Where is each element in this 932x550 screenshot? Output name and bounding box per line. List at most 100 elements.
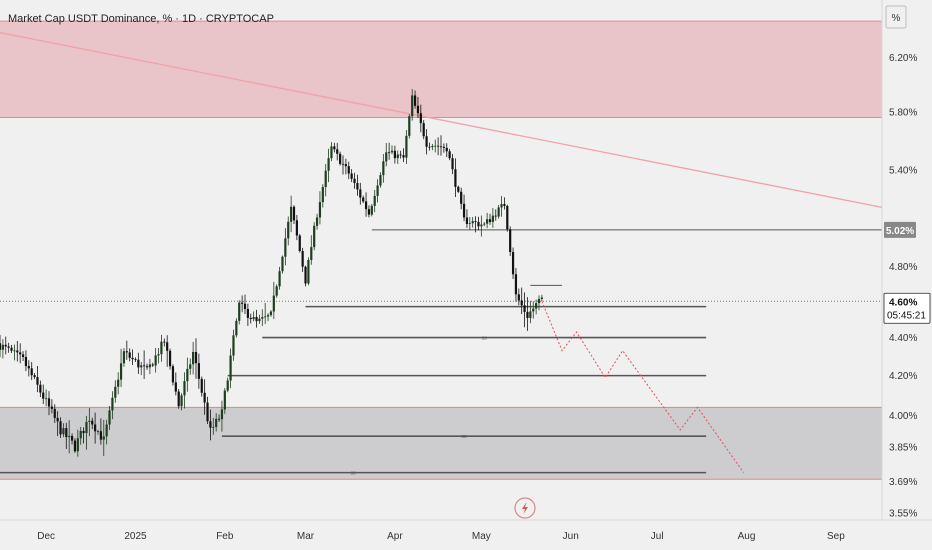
candle-down — [474, 221, 477, 222]
candle-up — [390, 150, 394, 153]
candle-down — [94, 424, 97, 432]
unit-label: % — [892, 13, 901, 24]
candle-up — [252, 316, 255, 320]
y-tick-label: 4.80% — [889, 262, 917, 273]
candle-up — [212, 426, 215, 428]
candle-up — [491, 215, 494, 222]
resistance-zone — [0, 21, 882, 118]
candle-down — [292, 206, 296, 221]
price-badge — [883, 292, 931, 324]
candle-down — [42, 392, 45, 399]
candle-up — [180, 395, 183, 407]
candle-down — [494, 215, 497, 217]
candle-down — [131, 357, 134, 360]
y-tick-label: 5.80% — [889, 107, 917, 118]
candle-down — [356, 183, 359, 190]
candle-down — [177, 391, 180, 407]
candle-up — [264, 316, 267, 318]
candle-down — [333, 146, 336, 150]
projection-path — [541, 301, 745, 473]
candle-up — [468, 223, 471, 225]
candle-down — [304, 266, 307, 284]
candle-up — [96, 431, 100, 433]
level-badge — [884, 221, 916, 238]
candle-up — [431, 145, 434, 148]
candle-up — [313, 225, 316, 248]
candle-up — [119, 363, 123, 380]
candle-down — [465, 217, 469, 224]
candle-down — [460, 191, 463, 204]
candle-up — [114, 386, 117, 398]
candle-down — [439, 146, 443, 148]
candle-down — [27, 366, 30, 369]
candle-down — [347, 166, 350, 174]
candle-up — [330, 146, 333, 159]
candle-down — [19, 352, 22, 355]
candle-down — [339, 153, 342, 164]
candle-down — [509, 229, 512, 252]
y-tick-label: 4.20% — [889, 371, 917, 382]
candle-down — [336, 149, 339, 154]
candle-up — [76, 438, 79, 452]
candle-up — [376, 185, 379, 196]
candle-down — [419, 113, 422, 124]
candle-down — [99, 431, 102, 440]
candle-up — [140, 365, 143, 368]
candle-up — [321, 187, 324, 203]
candle-down — [341, 163, 345, 165]
candle-up — [68, 435, 71, 438]
candle-down — [526, 311, 529, 318]
x-tick-label: Dec — [37, 531, 55, 542]
candle-down — [477, 221, 480, 227]
y-tick-label: 6.20% — [889, 53, 917, 64]
candle-down — [445, 147, 448, 152]
candle-up — [62, 428, 65, 435]
candle-up — [105, 424, 108, 437]
candle-up — [122, 351, 126, 364]
y-tick-label: 3.55% — [889, 509, 917, 520]
candle-down — [246, 308, 249, 318]
zones-layer — [0, 20, 882, 480]
candle-down — [295, 220, 298, 236]
candle-up — [111, 397, 114, 411]
candle-up — [278, 271, 281, 287]
candle-up — [186, 368, 189, 382]
y-tick-label: 4.40% — [889, 333, 917, 344]
candle-down — [388, 152, 391, 154]
chart-title: Market Cap USDT Dominance, % · 1D · CRYP… — [8, 13, 274, 25]
candle-down — [344, 164, 347, 167]
candle-down — [503, 204, 506, 206]
candle-up — [13, 350, 16, 352]
candle-down — [4, 344, 7, 347]
candle-up — [88, 420, 91, 422]
candle-down — [437, 145, 440, 147]
candle-down — [166, 342, 169, 351]
candle-up — [154, 355, 157, 366]
candle-up — [108, 410, 111, 425]
candle-down — [514, 274, 518, 295]
badges-layer: 5.02% 4.60% 05:45:21 — [883, 221, 931, 324]
candle-down — [448, 151, 451, 159]
candle-up — [192, 351, 195, 365]
candle-down — [402, 155, 405, 158]
candle-up — [532, 308, 535, 312]
candle-down — [364, 201, 368, 210]
candle-down — [56, 417, 59, 422]
level-label: ss — [462, 434, 468, 440]
candle-down — [36, 377, 39, 385]
candle-down — [7, 346, 10, 348]
candle-down — [143, 365, 146, 367]
trendline — [0, 31, 883, 208]
candle-down — [24, 356, 28, 367]
lightning-button[interactable] — [514, 497, 536, 519]
candle-up — [258, 318, 261, 322]
candle-up — [238, 302, 241, 321]
candle-up — [385, 152, 388, 162]
candle-down — [194, 351, 198, 364]
candle-down — [523, 305, 526, 312]
candle-down — [163, 341, 166, 343]
candle-down — [203, 392, 206, 403]
candle-down — [10, 347, 13, 351]
